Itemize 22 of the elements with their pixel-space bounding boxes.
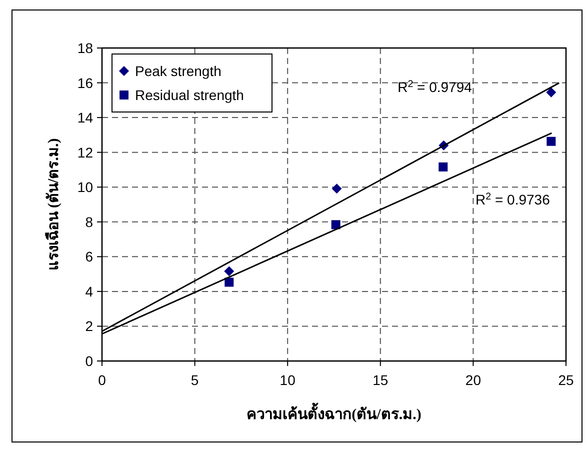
- y-tick-label: 6: [85, 248, 94, 265]
- x-tick-label: 0: [98, 372, 106, 388]
- y-tick-label: 18: [77, 40, 94, 56]
- legend-label: Peak strength: [135, 63, 222, 79]
- y-axis-title: แรงเฉือน (ตัน/ตร.ม.): [45, 138, 62, 271]
- x-axis-title: ความเค้นตั้งฉาก(ตัน/ตร.ม.): [246, 402, 422, 423]
- x-tick-label: 15: [372, 372, 388, 388]
- annotation: R$^{2}$ = 0.9736: [476, 191, 550, 208]
- y-tick-label: 2: [85, 318, 94, 334]
- x-tick-label: 10: [280, 372, 296, 388]
- y-tick-label: 4: [85, 283, 94, 300]
- x-tick-label: 5: [190, 372, 199, 388]
- y-tick-label: 0: [85, 353, 94, 369]
- legend-label: Residual strength: [135, 87, 244, 103]
- x-tick-label: 25: [558, 372, 574, 388]
- y-tick-label: 16: [77, 74, 94, 91]
- y-tick-label: 10: [77, 179, 94, 196]
- y-tick-label: 14: [77, 110, 94, 126]
- x-tick-label: 20: [465, 372, 482, 388]
- y-tick-label: 8: [85, 214, 94, 230]
- y-tick-label: 12: [77, 144, 94, 160]
- annotation: R$^{2}$ = 0.9794: [398, 78, 472, 95]
